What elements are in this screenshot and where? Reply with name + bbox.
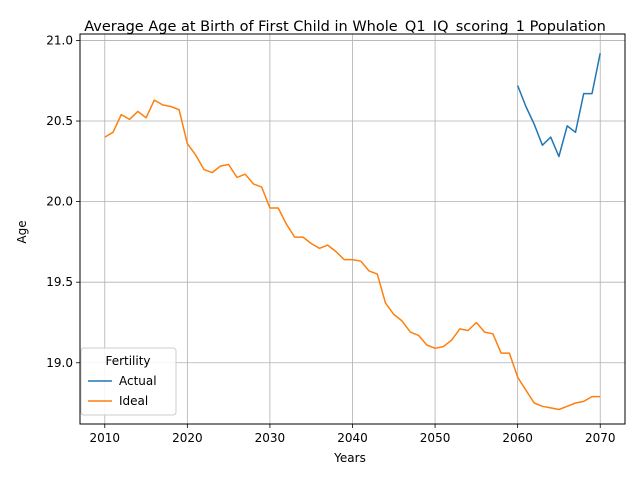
chart-title: Average Age at Birth of First Child in W… xyxy=(84,19,606,35)
y-tick-label: 19.0 xyxy=(46,356,73,370)
x-tick-label: 2050 xyxy=(420,431,451,445)
legend-label-actual: Actual xyxy=(119,374,157,388)
y-tick-label: 21.0 xyxy=(46,33,73,47)
y-tick-label: 19.5 xyxy=(46,275,73,289)
series-line-actual xyxy=(517,53,601,158)
x-tick-label: 2030 xyxy=(255,431,286,445)
y-tick-label: 20.0 xyxy=(46,195,73,209)
x-tick-label: 2020 xyxy=(172,431,203,445)
legend: Fertility Actual Ideal xyxy=(80,347,177,416)
x-tick-label: 2040 xyxy=(337,431,368,445)
x-tick-label: 2060 xyxy=(502,431,533,445)
legend-box xyxy=(80,347,177,416)
legend-title: Fertility xyxy=(105,354,150,368)
x-axis-label: Years xyxy=(333,451,366,465)
y-tick-label: 20.5 xyxy=(46,114,73,128)
y-axis-label: Age xyxy=(15,220,29,243)
x-axis: 2010 2020 2030 2040 2050 2060 2070 xyxy=(89,424,616,445)
x-tick-label: 2070 xyxy=(585,431,616,445)
series-line-ideal xyxy=(104,99,601,411)
series-layer xyxy=(104,53,601,411)
grid-lines xyxy=(80,34,625,424)
x-tick-label: 2010 xyxy=(89,431,120,445)
y-axis: 19.0 19.5 20.0 20.5 21.0 xyxy=(46,33,80,370)
legend-label-ideal: Ideal xyxy=(119,394,148,408)
